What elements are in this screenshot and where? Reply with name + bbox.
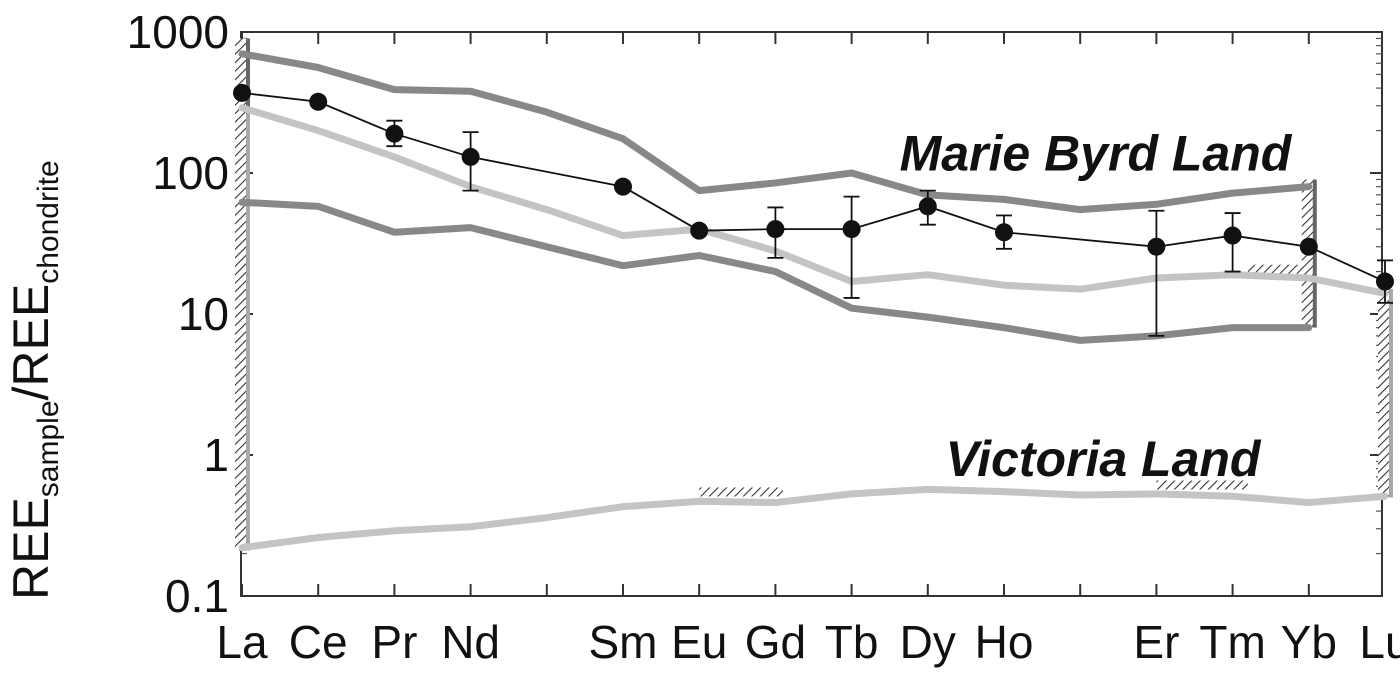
y-tick-label: 0.1 xyxy=(165,570,229,622)
y-axis-label: REEsample/REEchondrite xyxy=(3,160,65,600)
y-label-sub-sample: sample xyxy=(32,400,65,497)
sample-point xyxy=(1299,237,1318,256)
sample-point xyxy=(1147,237,1166,256)
hatch-segment xyxy=(1247,264,1309,274)
x-tick-label: Tm xyxy=(1199,616,1265,668)
series-line xyxy=(238,485,1389,552)
plot-frame xyxy=(240,31,1383,597)
hatch-bar xyxy=(1378,289,1392,498)
x-tick-label: Nd xyxy=(441,616,500,668)
series-line xyxy=(238,198,1313,344)
sample-point xyxy=(1376,272,1394,291)
x-tick-label: Eu xyxy=(671,616,727,668)
region-label: Victoria Land xyxy=(946,431,1262,487)
y-label-sub-chondrite: chondrite xyxy=(32,160,65,283)
sample-point xyxy=(1223,226,1242,245)
series-line xyxy=(238,50,1313,214)
hatched-boundaries xyxy=(235,38,1393,551)
x-tick-label: Er xyxy=(1133,616,1179,668)
x-tick-label: Gd xyxy=(745,616,806,668)
hatch-bar xyxy=(235,107,249,551)
series-lines xyxy=(238,50,1389,552)
x-axis-ticks: La Ce Pr Nd Sm Eu Gd Tb Dy Ho Er Tm Yb Lu xyxy=(216,32,1400,668)
y-label-main: REE xyxy=(3,497,59,600)
sample-series xyxy=(233,83,1394,337)
x-tick-label: Tb xyxy=(825,616,879,668)
sample-line xyxy=(241,91,1386,283)
sample-point xyxy=(918,197,937,216)
x-tick-label: Dy xyxy=(900,616,956,668)
y-label-slash: /REE xyxy=(3,284,59,401)
svg-text:REEsample/REEchondrite: REEsample/REEchondrite xyxy=(3,160,65,600)
series-line xyxy=(238,104,1389,297)
sample-point xyxy=(385,124,404,143)
sample-point xyxy=(309,92,328,111)
sample-point xyxy=(766,220,785,239)
sample-point xyxy=(842,220,861,239)
y-tick-label: 1 xyxy=(203,429,229,481)
sample-point xyxy=(690,221,709,240)
x-tick-label: La xyxy=(216,616,268,668)
annotations: Marie Byrd Land Victoria Land xyxy=(900,125,1293,487)
region-label: Marie Byrd Land xyxy=(900,125,1293,181)
sample-point xyxy=(233,83,251,102)
hatch-segment xyxy=(1156,480,1248,490)
x-tick-label: Ho xyxy=(975,616,1034,668)
y-tick-label: 1000 xyxy=(127,6,229,58)
x-tick-label: Yb xyxy=(1281,616,1337,668)
x-tick-label: Pr xyxy=(371,616,417,668)
sample-point xyxy=(995,223,1013,242)
x-tick-label: Sm xyxy=(589,616,658,668)
y-tick-label: 100 xyxy=(152,147,229,199)
sample-point xyxy=(614,177,632,196)
hatch-segment xyxy=(699,487,784,497)
x-tick-label: Lu xyxy=(1359,616,1400,668)
y-tick-label: 10 xyxy=(178,288,229,340)
sample-point xyxy=(461,147,480,166)
x-tick-label: Ce xyxy=(289,616,348,668)
